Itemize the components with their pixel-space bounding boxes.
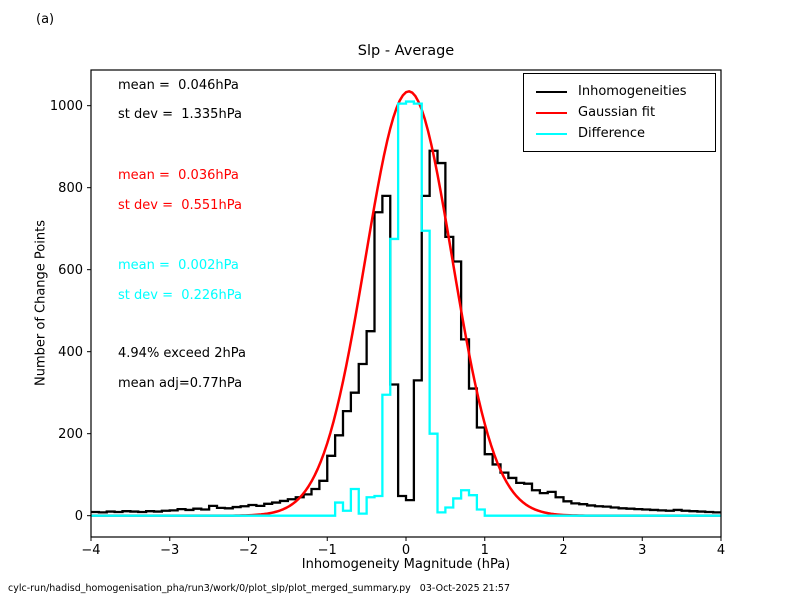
legend-label: Inhomogeneities xyxy=(578,84,687,99)
difference-curve xyxy=(91,100,721,517)
legend-item-gaussian-fit: Gaussian fit xyxy=(536,104,707,121)
x-tick-label: 0 xyxy=(402,543,410,558)
difference-line-sample xyxy=(536,132,567,135)
y-tick-label: 600 xyxy=(58,263,83,278)
x-tick-label: −3 xyxy=(160,543,179,558)
stat-black-mean: mean = 0.046hPa xyxy=(118,78,239,93)
gaussian-fit-line-sample xyxy=(536,111,567,114)
legend: Inhomogeneities Gaussian fit Difference xyxy=(523,73,716,152)
y-tick-label: 1000 xyxy=(50,99,83,114)
axes-frame xyxy=(90,69,722,538)
y-tick-label: 0 xyxy=(75,509,83,524)
legend-label: Gaussian fit xyxy=(578,105,656,120)
x-axis-label: Inhomogeneity Magnitude (hPa) xyxy=(301,557,511,572)
legend-item-inhomogeneities: Inhomogeneities xyxy=(536,83,707,100)
stat-mean-adj: mean adj=0.77hPa xyxy=(118,376,243,391)
chart-title: Slp - Average xyxy=(357,43,455,59)
stat-black-stdev: st dev = 1.335hPa xyxy=(118,107,242,122)
x-tick-label: 4 xyxy=(717,543,725,558)
y-tick-label: 400 xyxy=(58,345,83,360)
x-tick-label: −1 xyxy=(318,543,337,558)
y-tick-label: 800 xyxy=(58,181,83,196)
gaussian-fit-curve xyxy=(91,90,721,517)
x-tick-label: 3 xyxy=(638,543,646,558)
y-tick-label: 200 xyxy=(58,427,83,442)
stat-cyan-stdev: st dev = 0.226hPa xyxy=(118,288,242,303)
stat-cyan-mean: mean = 0.002hPa xyxy=(118,258,239,273)
inhomogeneities-line-sample xyxy=(536,90,567,93)
stat-red-stdev: st dev = 0.551hPa xyxy=(118,198,242,213)
y-axis-label: Number of Change Points xyxy=(33,220,49,386)
x-tick-label: −4 xyxy=(81,543,100,558)
source-path-text: cylc-run/hadisd_homogenisation_pha/run3/… xyxy=(8,583,511,594)
x-tick-label: 2 xyxy=(559,543,567,558)
legend-label: Difference xyxy=(578,126,646,141)
x-tick-label: −2 xyxy=(239,543,258,558)
x-tick-label: 1 xyxy=(481,543,489,558)
stat-exceed: 4.94% exceed 2hPa xyxy=(118,346,246,361)
inhomogeneities-curve xyxy=(91,149,721,514)
legend-item-difference: Difference xyxy=(536,125,707,142)
stat-red-mean: mean = 0.036hPa xyxy=(118,168,239,183)
panel-label: (a) xyxy=(36,12,55,27)
